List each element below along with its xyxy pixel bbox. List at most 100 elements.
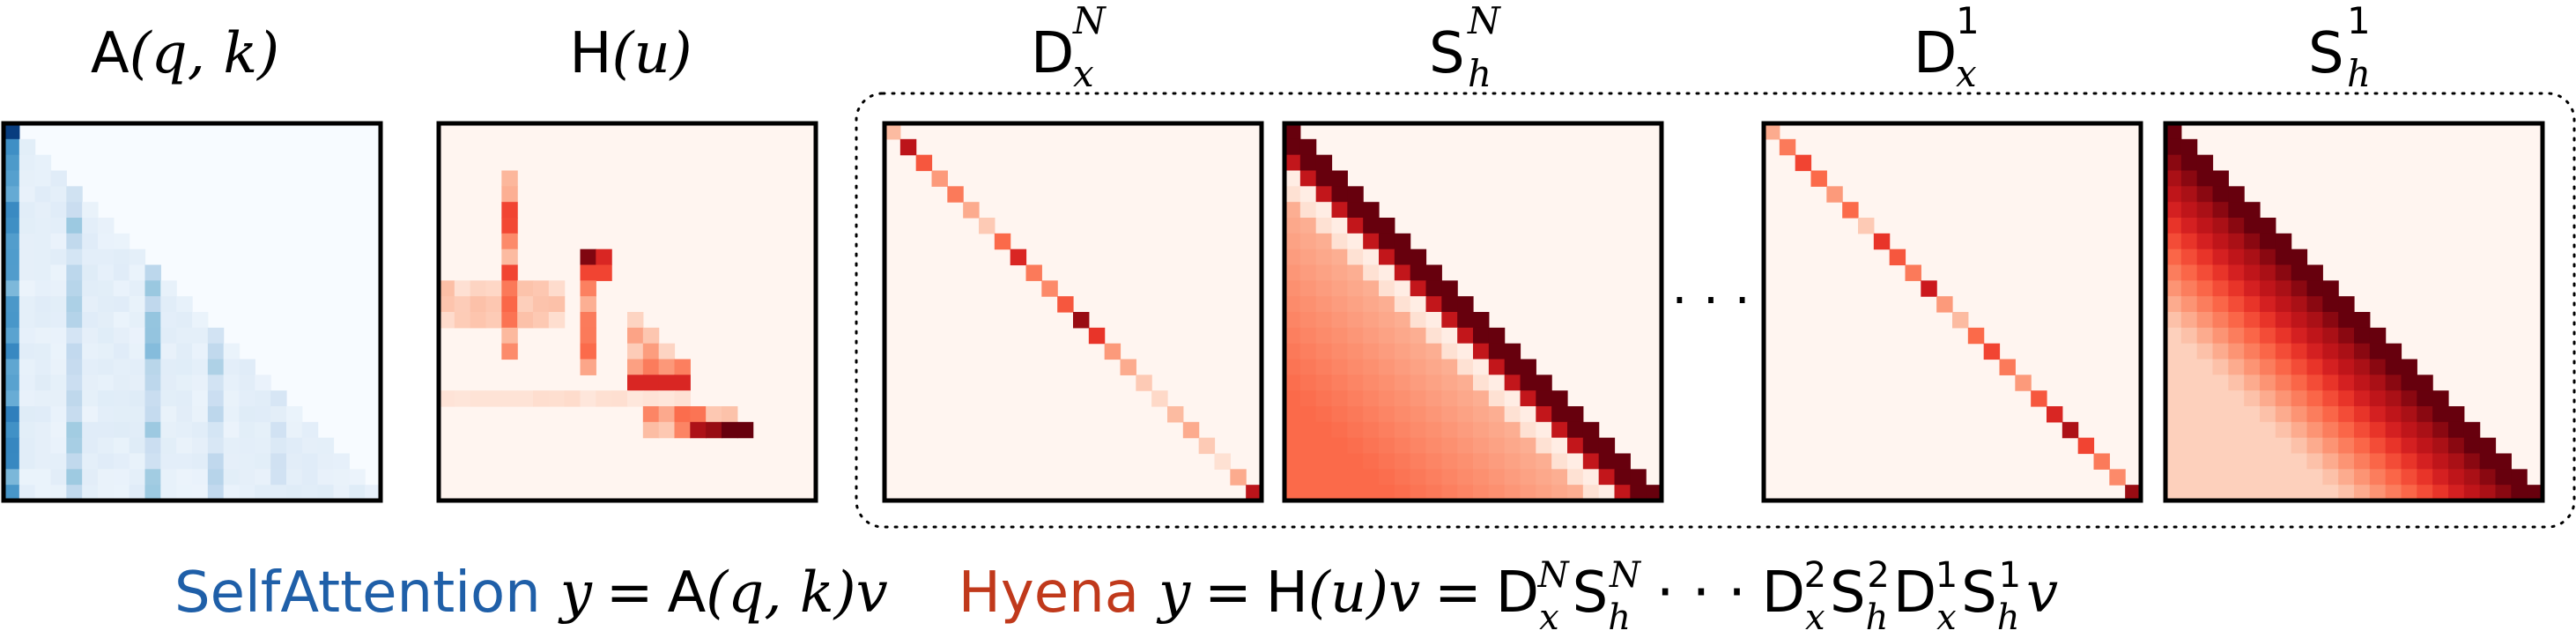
matrix-cell (223, 359, 241, 375)
matrix-cell (192, 437, 209, 455)
matrix-cell (2291, 437, 2308, 455)
matrix-cell (1347, 469, 1364, 486)
matrix-cell (1488, 359, 1506, 375)
matrix-cell (2275, 437, 2292, 455)
matrix-cell (1379, 453, 1395, 470)
matrix-cell (501, 170, 518, 187)
matrix-cell (2338, 406, 2355, 423)
matrix-cell (2432, 421, 2449, 439)
matrix-cell (2338, 485, 2355, 501)
matrix-cell (1488, 437, 1506, 455)
matrix-cell (176, 406, 193, 423)
matrix-cell (1363, 437, 1380, 455)
matrix-cell (2448, 485, 2465, 501)
matrix-cell (1331, 312, 1348, 329)
matrix-cell (1582, 469, 1600, 486)
matrix-cell (2196, 327, 2214, 345)
matrix-cell (50, 218, 67, 234)
matrix-cell (1842, 202, 1859, 219)
matrix-cell (1315, 453, 1333, 470)
matrix-cell (1299, 406, 1317, 423)
header-hyena: H(u) (569, 21, 692, 86)
matrix-cell (2180, 218, 2198, 234)
matrix-cell (1551, 406, 1568, 423)
matrix-cell (2260, 453, 2276, 470)
matrix-cell (1488, 343, 1506, 360)
matrix-cell (1567, 469, 1584, 486)
matrix-cell (1441, 280, 1458, 297)
matrix-cell (1983, 343, 2001, 360)
matrix-cell (2401, 453, 2417, 470)
matrix-cell (192, 469, 209, 486)
matrix-cell (1073, 312, 1090, 329)
matrix-cell (50, 485, 67, 501)
matrix-cell (1425, 343, 1442, 360)
matrix-cell (192, 485, 209, 501)
matrix-cell (2369, 421, 2387, 439)
matrix-cell (2180, 170, 2198, 187)
matrix-cell (1504, 359, 1521, 375)
matrix-cell (2093, 453, 2110, 470)
matrix-cell (580, 296, 596, 313)
matrix-cell (113, 453, 130, 470)
matrix-cell (2165, 469, 2182, 486)
matrix-cell (1488, 390, 1506, 407)
header-toeplitz-n-sup: N (1467, 0, 1501, 42)
matrix-cell (2306, 280, 2323, 297)
matrix-cell (1520, 359, 1536, 375)
matrix-cell (66, 312, 83, 329)
matrix-cell (501, 296, 518, 313)
matrix-cell (2244, 469, 2261, 486)
matrix-cell (19, 202, 36, 219)
matrix-cell (2479, 485, 2497, 501)
matrix-cell (1214, 453, 1231, 470)
matrix-cell (4, 202, 20, 219)
matrix-cell (66, 296, 83, 313)
matrix-cell (1331, 485, 1348, 501)
matrix-cell (2212, 437, 2229, 455)
matrix-cell (642, 375, 660, 391)
matrix-cell (1284, 375, 1301, 391)
matrix-cell (737, 421, 754, 439)
matrix-cell (470, 280, 487, 297)
matrix-cell (2260, 233, 2276, 250)
matrix-cell (947, 186, 964, 203)
matrix-cell (1299, 186, 1317, 203)
matrix-cell (239, 359, 255, 375)
matrix-cell (1379, 437, 1395, 455)
matrix-cell (34, 406, 52, 423)
matrix-cell (98, 249, 115, 266)
matrix-cell (160, 359, 177, 375)
matrix-cell (596, 249, 612, 266)
matrix-cell (2165, 485, 2182, 501)
matrix-cell (1614, 453, 1631, 470)
matrix-cell (1473, 343, 1490, 360)
matrix-cell (129, 312, 146, 329)
matrix-cell (1284, 437, 1301, 455)
matrix-cell (548, 312, 566, 329)
matrix-cell (1347, 202, 1364, 219)
matrix-cell (192, 390, 209, 407)
matrix-cell (2291, 264, 2308, 281)
matrix-cell (722, 421, 738, 439)
matrix-cell (2306, 296, 2323, 313)
matrix-cell (1441, 312, 1458, 329)
matrix-cell (706, 421, 722, 439)
matrix-cell (4, 453, 20, 470)
matrix-cell (2260, 359, 2276, 375)
matrix-cell (270, 437, 287, 455)
matrix-cell (1284, 469, 1301, 486)
matrix-cell (1347, 280, 1364, 297)
matrix-cell (1394, 312, 1411, 329)
matrix-cell (2212, 312, 2229, 329)
matrix-cell (2479, 453, 2497, 470)
matrix-cell (19, 390, 36, 407)
matrix-cell (2354, 437, 2371, 455)
matrix-cell (2244, 280, 2261, 297)
matrix-cell (1441, 375, 1458, 391)
matrix-cell (642, 421, 660, 439)
matrix-cell (2196, 437, 2214, 455)
matrix-cell (2228, 375, 2245, 391)
matrix-cell (4, 170, 20, 187)
matrix-cell (1473, 390, 1490, 407)
